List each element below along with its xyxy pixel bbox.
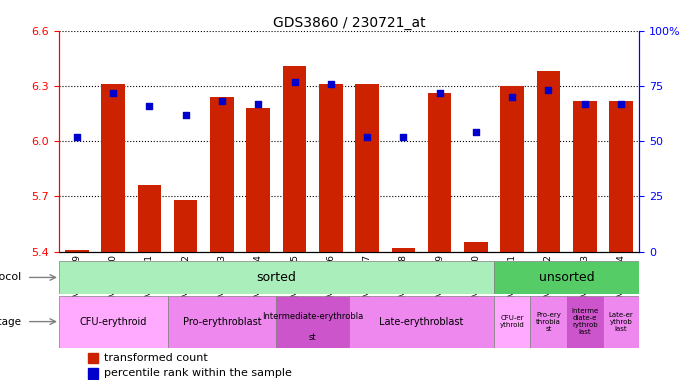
Bar [349,296,494,348]
Bar [102,84,125,252]
Point [398,134,409,140]
Bar [59,261,494,294]
Bar [138,185,161,252]
Bar [428,93,451,252]
Text: protocol: protocol [0,272,21,283]
Point [216,98,227,104]
Bar [494,261,639,294]
Bar [500,86,524,252]
Text: Pro-ery
throbia
st: Pro-ery throbia st [536,311,561,332]
Text: Interme
diate-e
rythrob
last: Interme diate-e rythrob last [571,308,598,335]
Text: Late-erythroblast: Late-erythroblast [379,316,464,327]
Bar [531,296,567,348]
Point [180,111,191,118]
Bar [247,108,270,252]
Point [71,134,82,140]
Bar [355,84,379,252]
Bar [609,101,633,252]
Text: st: st [309,333,316,342]
Bar [573,101,596,252]
Text: development stage: development stage [0,316,21,327]
Bar [210,97,234,252]
Text: Pro-erythroblast: Pro-erythroblast [182,316,261,327]
Point [325,81,337,87]
Bar [65,250,88,252]
Bar [319,84,343,252]
Text: CFU-erythroid: CFU-erythroid [79,316,147,327]
Text: Late-er
ythrob
last: Late-er ythrob last [609,311,634,332]
Text: percentile rank within the sample: percentile rank within the sample [104,368,292,378]
Point [253,101,264,107]
Bar [283,66,306,252]
Bar [59,296,167,348]
Point [616,101,627,107]
Text: sorted: sorted [256,271,296,284]
Bar [276,296,349,348]
Title: GDS3860 / 230721_at: GDS3860 / 230721_at [273,16,425,30]
Point [579,101,590,107]
Bar [174,200,198,252]
Point [471,129,482,135]
Text: transformed count: transformed count [104,353,208,363]
Bar [603,296,639,348]
Text: CFU-er
ythroid: CFU-er ythroid [500,315,524,328]
Bar [494,296,531,348]
Bar [88,353,98,363]
Point [507,94,518,100]
Text: Intermediate-erythrobla: Intermediate-erythrobla [262,312,363,321]
Text: unsorted: unsorted [539,271,594,284]
Point [289,78,300,84]
Bar [537,71,560,252]
Bar [464,242,488,252]
Point [361,134,372,140]
Bar [392,248,415,252]
Point [144,103,155,109]
Bar [567,296,603,348]
Point [108,89,119,96]
Point [543,87,554,93]
Bar [88,368,98,379]
Point [434,89,445,96]
Bar [167,296,276,348]
